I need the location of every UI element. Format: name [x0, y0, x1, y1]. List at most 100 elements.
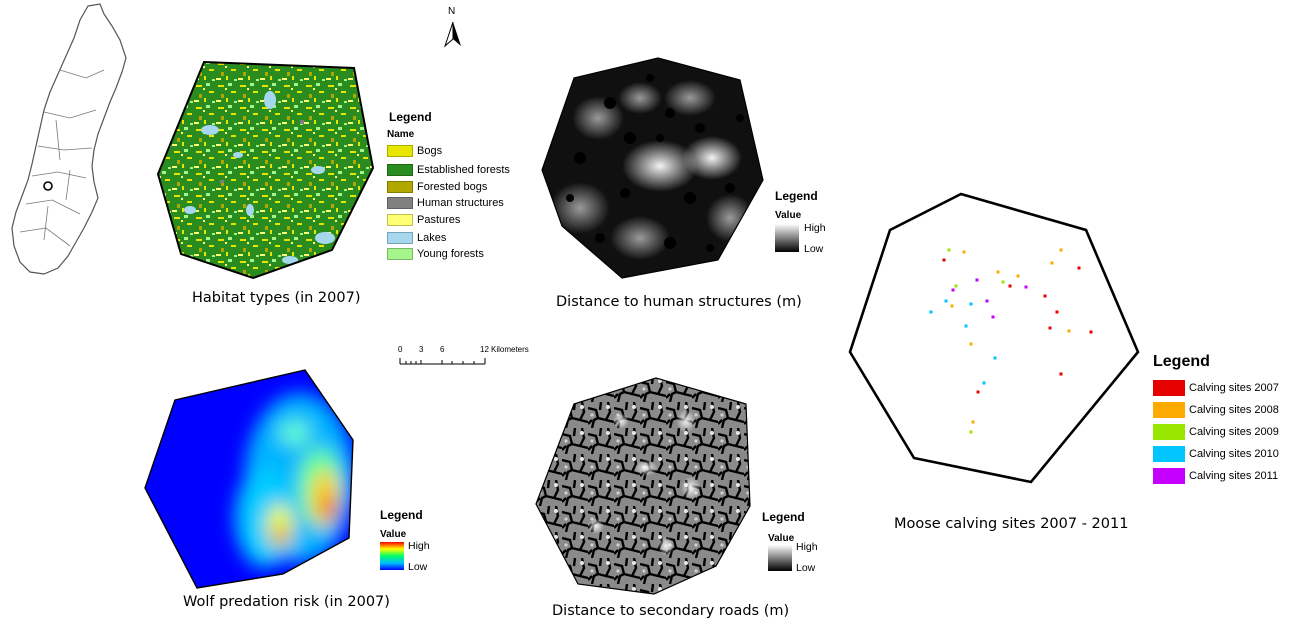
calving-site-point: [1050, 261, 1054, 265]
swatch: [387, 197, 413, 209]
scale-tick-12: 12: [480, 345, 489, 354]
legend-label: Calving sites 2007: [1189, 381, 1279, 394]
roads-caption: Distance to secondary roads (m): [552, 603, 790, 619]
legend-item-calving-2009: Calving sites 2009: [1153, 423, 1279, 440]
calving-site-point: [1024, 285, 1028, 289]
legend-item-calving-2011: Calving sites 2011: [1153, 467, 1278, 484]
calving-site-point: [954, 284, 958, 288]
legend-item-calving-2008: Calving sites 2008: [1153, 401, 1279, 418]
habitat-legend-title: Legend: [389, 110, 432, 124]
calving-site-point: [1001, 280, 1005, 284]
calving-site-point: [1059, 248, 1063, 252]
calving-site-point: [993, 356, 997, 360]
calving-site-point: [1048, 326, 1052, 330]
swatch: [387, 214, 413, 226]
legend-label: Calving sites 2008: [1189, 403, 1279, 416]
calving-sites-map: [845, 190, 1145, 490]
swatch: [1153, 445, 1185, 462]
color-ramp: [380, 542, 404, 570]
study-area-marker: [43, 181, 53, 191]
calving-site-point: [929, 310, 933, 314]
scale-tick-6: 6: [440, 345, 445, 354]
legend-item-lakes: Lakes: [387, 231, 446, 245]
calving-site-point: [962, 250, 966, 254]
habitat-legend-subtitle: Name: [387, 129, 415, 140]
low-label: Low: [408, 561, 428, 573]
roads-distance-map: [535, 376, 758, 596]
calving-site-point: [951, 288, 955, 292]
high-label: High: [408, 540, 430, 552]
calving-site-point: [985, 299, 989, 303]
legend-label: Pastures: [417, 214, 461, 226]
low-label: Low: [804, 243, 824, 255]
legend-item-young-forests: Young forests: [387, 247, 484, 261]
swatch: [387, 248, 413, 260]
swatch: [1153, 467, 1185, 484]
human-distance-caption: Distance to human structures (m): [556, 294, 802, 310]
legend-item-pastures: Pastures: [387, 213, 460, 227]
legend-label: Human structures: [417, 197, 504, 209]
calving-site-point: [1059, 372, 1063, 376]
calving-site-point: [1043, 294, 1047, 298]
legend-label: Young forests: [417, 248, 484, 260]
legend-label: Calving sites 2010: [1189, 447, 1279, 460]
legend-item-calving-2007: Calving sites 2007: [1153, 379, 1279, 396]
legend-item-forested-bogs: Forested bogs: [387, 180, 487, 194]
human-distance-map: [540, 57, 765, 280]
wolf-risk-map: [144, 368, 367, 590]
wolf-legend-title: Legend: [380, 508, 423, 522]
calving-site-point: [1008, 284, 1012, 288]
calving-site-point: [991, 315, 995, 319]
calving-site-point: [969, 302, 973, 306]
habitat-caption: Habitat types (in 2007): [192, 290, 361, 306]
calving-site-point: [1055, 310, 1059, 314]
swatch: [387, 164, 413, 176]
calving-caption: Moose calving sites 2007 - 2011: [894, 516, 1129, 532]
legend-label: Forested bogs: [417, 181, 488, 193]
swatch: [1153, 379, 1185, 396]
calving-site-point: [969, 342, 973, 346]
scale-tick-0: 0: [398, 345, 403, 354]
legend-item-calving-2010: Calving sites 2010: [1153, 445, 1279, 462]
legend-label: Bogs: [417, 145, 443, 157]
high-label: High: [796, 541, 818, 553]
legend-item-bogs: Bogs: [387, 144, 442, 158]
legend-label: Calving sites 2009: [1189, 425, 1279, 438]
swatch: [1153, 423, 1185, 440]
calving-site-point: [947, 248, 951, 252]
swatch: [1153, 401, 1185, 418]
legend-label: Calving sites 2011: [1189, 469, 1279, 482]
legend-item-established-forests: Established forests: [387, 163, 510, 177]
gray-ramp: [775, 224, 799, 252]
gray-ramp: [768, 545, 792, 571]
calving-site-point: [950, 304, 954, 308]
calving-site-point: [1089, 330, 1093, 334]
habitat-map: [150, 60, 380, 280]
human-legend-subtitle: Value: [775, 210, 802, 221]
high-label: High: [804, 222, 826, 234]
calving-legend-title: Legend: [1153, 353, 1210, 370]
roads-legend-title: Legend: [762, 510, 805, 524]
scale-tick-3: 3: [419, 345, 424, 354]
roads-legend-subtitle: Value: [768, 533, 795, 544]
sweden-overview-map: [0, 0, 150, 280]
swatch: [387, 145, 413, 157]
swatch: [387, 232, 413, 244]
north-arrow: N: [440, 6, 466, 48]
wolf-caption: Wolf predation risk (in 2007): [183, 594, 390, 610]
calving-site-point: [1016, 274, 1020, 278]
legend-item-human-structures: Human structures: [387, 196, 504, 210]
scale-bar: 0 3 6 12 Kilometers: [394, 344, 539, 368]
calving-site-point: [996, 270, 1000, 274]
low-label: Low: [796, 562, 816, 574]
swatch: [387, 181, 413, 193]
legend-label: Established forests: [417, 164, 510, 176]
scale-unit: Kilometers: [491, 345, 529, 354]
calving-site-point: [971, 420, 975, 424]
calving-site-point: [969, 430, 973, 434]
calving-site-point: [975, 278, 979, 282]
calving-site-point: [964, 324, 968, 328]
human-legend-title: Legend: [775, 189, 818, 203]
calving-site-point: [1077, 266, 1081, 270]
legend-label: Lakes: [417, 232, 447, 244]
